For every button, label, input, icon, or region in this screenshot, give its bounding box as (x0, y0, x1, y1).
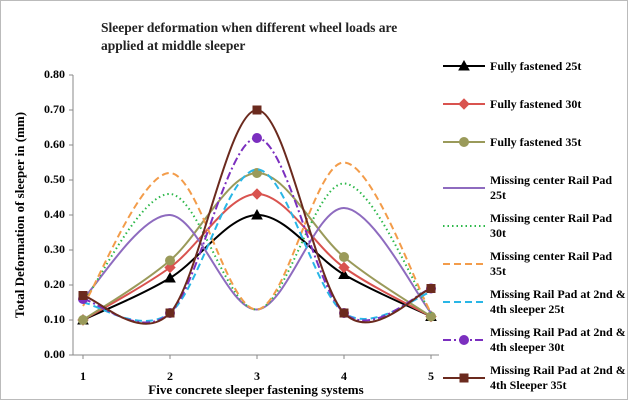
marker (338, 268, 350, 279)
x-tick-label: 4 (341, 369, 347, 383)
legend-item: Fully fastened 35t (441, 126, 627, 158)
y-tick-label: 0.60 (44, 137, 65, 151)
legend-icon (443, 263, 485, 265)
marker (459, 137, 469, 147)
marker (164, 271, 176, 283)
y-tick-label: 0.30 (44, 242, 65, 256)
y-tick-label: 0.80 (44, 67, 65, 81)
legend-label: Missing center Rail Pad 25t (490, 173, 613, 202)
x-tick-label: 1 (80, 369, 86, 383)
marker (165, 255, 175, 266)
legend-icon (443, 187, 485, 189)
legend-label: Missing center Rail Pad 35t (490, 249, 613, 278)
legend-icon (443, 60, 485, 71)
y-tick-label: 0.20 (44, 277, 65, 291)
marker (339, 252, 349, 262)
legend-label: Missing center Rail Pad 30t (490, 211, 613, 240)
marker (338, 261, 350, 274)
y-axis-label: Total Deformation of sleeper in (mm) (12, 112, 27, 318)
y-tick-label: 0.50 (44, 172, 65, 186)
legend-icon (443, 301, 485, 303)
marker (252, 105, 262, 115)
marker (251, 188, 263, 200)
legend-icon (443, 137, 485, 147)
series-line (82, 182, 432, 314)
legend-item: Missing center Rail Pad 30t (441, 210, 627, 242)
marker (459, 373, 469, 383)
series-line (82, 168, 432, 322)
series-line (82, 161, 432, 314)
legend-item: Missing Rail Pad at 2nd & 4th sleeper 25… (441, 286, 627, 318)
y-tick-label: 0.70 (44, 102, 65, 116)
y-tick-label: 0.10 (44, 312, 65, 326)
legend-item: Missing Rail Pad at 2nd & 4th sleeper 30… (441, 324, 627, 356)
marker (164, 261, 176, 274)
legend-icon (443, 98, 485, 110)
series-line (82, 136, 432, 324)
legend-label: Missing Rail Pad at 2nd & 4th sleeper 25… (490, 287, 626, 316)
marker (165, 308, 175, 318)
legend-label: Missing Rail Pad at 2nd & 4th Sleeper 35… (490, 363, 626, 392)
y-tick-label: 0.00 (44, 347, 65, 361)
x-tick-label: 3 (254, 369, 260, 383)
x-axis-label: Five concrete sleeper fastening systems (148, 382, 363, 397)
legend-item: Fully fastened 30t (441, 88, 627, 120)
x-tick-label: 5 (428, 369, 434, 383)
legend-item: Missing center Rail Pad 25t (441, 172, 627, 204)
y-tick-label: 0.40 (44, 207, 65, 221)
marker (459, 335, 469, 345)
legend-item: Missing center Rail Pad 35t (441, 248, 627, 280)
chart-title: Sleeper deformation when different wheel… (101, 20, 398, 53)
marker (458, 98, 470, 110)
marker (458, 60, 470, 71)
marker (339, 308, 349, 318)
legend-item: Fully fastened 25t (441, 50, 627, 82)
series-line (82, 206, 432, 314)
legend-label: Fully fastened 30t (490, 96, 582, 111)
marker (251, 208, 263, 220)
marker (426, 284, 436, 293)
legend-item: Missing Rail Pad at 2nd & 4th Sleeper 35… (441, 362, 627, 394)
x-tick-label: 2 (167, 369, 173, 383)
legend-icon (443, 335, 485, 345)
legend-label: Fully fastened 35t (490, 134, 582, 149)
marker (426, 311, 436, 322)
legend-icon (443, 225, 485, 227)
legend-label: Missing Rail Pad at 2nd & 4th sleeper 30… (490, 325, 626, 354)
marker (252, 133, 262, 143)
series-line (82, 213, 432, 321)
legend-label: Fully fastened 25t (490, 58, 582, 73)
marker (78, 315, 88, 325)
legend-icon (443, 373, 485, 383)
marker (78, 291, 88, 300)
